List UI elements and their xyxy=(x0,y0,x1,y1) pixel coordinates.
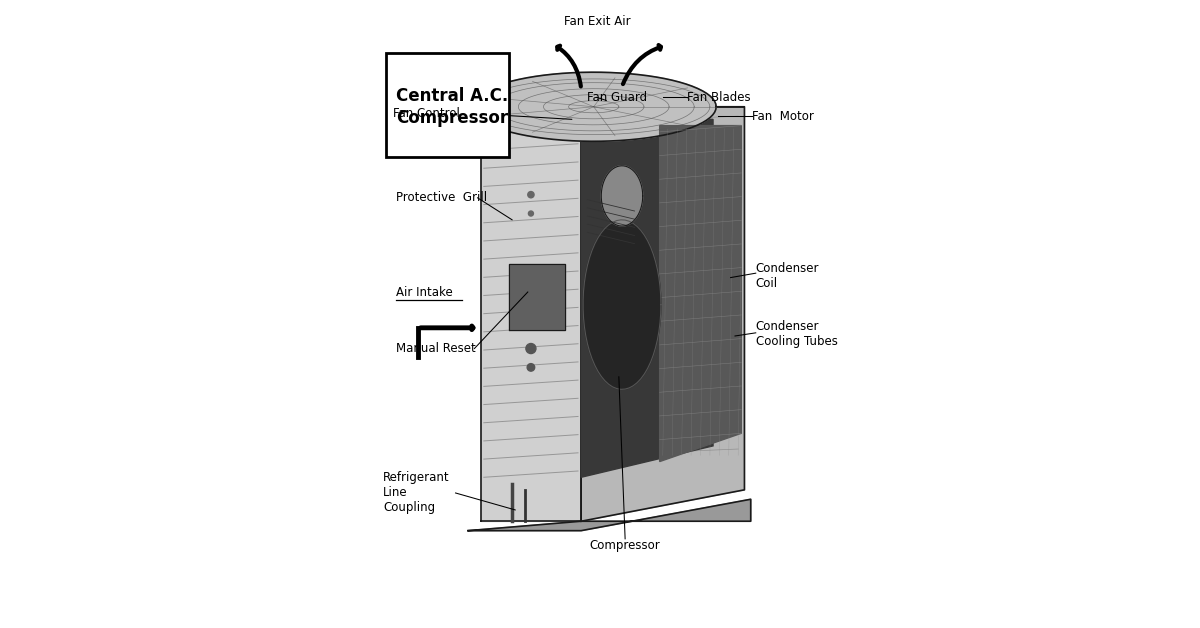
Text: Condenser
Coil: Condenser Coil xyxy=(756,263,820,290)
Polygon shape xyxy=(481,107,581,521)
Text: Fan Blades: Fan Blades xyxy=(686,91,750,104)
Polygon shape xyxy=(583,220,661,389)
Text: Refrigerant
Line
Coupling: Refrigerant Line Coupling xyxy=(383,472,450,514)
Text: Fan Exit Air: Fan Exit Air xyxy=(564,16,630,28)
Circle shape xyxy=(526,344,536,354)
Circle shape xyxy=(528,192,534,198)
Polygon shape xyxy=(581,107,744,521)
Text: Condenser
Cooling Tubes: Condenser Cooling Tubes xyxy=(756,320,838,348)
Polygon shape xyxy=(468,499,751,531)
Circle shape xyxy=(527,364,535,371)
Text: Central A.C.
Compressor: Central A.C. Compressor xyxy=(396,87,508,127)
Text: Fan Guard: Fan Guard xyxy=(588,91,648,104)
Text: Compressor: Compressor xyxy=(589,539,660,551)
Text: Fan Control: Fan Control xyxy=(392,107,460,119)
Text: Fan  Motor: Fan Motor xyxy=(752,110,814,122)
Polygon shape xyxy=(581,119,713,477)
Text: Air Intake: Air Intake xyxy=(396,286,452,298)
Polygon shape xyxy=(660,126,742,462)
Text: Protective  Grill: Protective Grill xyxy=(396,192,487,204)
Text: Manual Reset: Manual Reset xyxy=(396,342,475,355)
Polygon shape xyxy=(472,72,716,141)
Polygon shape xyxy=(509,264,565,330)
Polygon shape xyxy=(601,166,643,226)
Circle shape xyxy=(528,211,534,216)
FancyBboxPatch shape xyxy=(386,53,509,157)
